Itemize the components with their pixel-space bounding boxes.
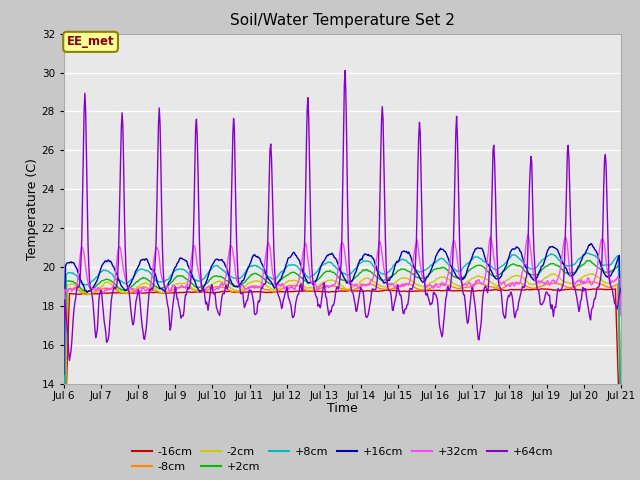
+32cm [184, 278, 192, 284]
-2cm [617, 416, 625, 422]
+32cm [617, 313, 625, 319]
Line: +64cm: +64cm [64, 71, 621, 374]
-2cm [549, 271, 557, 277]
+64cm [341, 68, 349, 73]
-8cm [426, 285, 434, 291]
+16cm [588, 241, 595, 247]
+32cm [70, 285, 78, 290]
-2cm [60, 468, 68, 474]
-16cm [70, 291, 78, 297]
-16cm [410, 288, 418, 294]
-16cm [538, 286, 546, 292]
-8cm [214, 284, 221, 289]
X-axis label: Time: Time [327, 402, 358, 415]
Title: Soil/Water Temperature Set 2: Soil/Water Temperature Set 2 [230, 13, 455, 28]
Line: -2cm: -2cm [64, 274, 621, 471]
+16cm [70, 260, 78, 266]
+16cm [184, 263, 192, 268]
-8cm [127, 290, 135, 296]
+8cm [184, 270, 192, 276]
Legend: -16cm, -8cm, -2cm, +2cm, +8cm, +16cm, +32cm, +64cm: -16cm, -8cm, -2cm, +2cm, +8cm, +16cm, +3… [127, 442, 557, 477]
Line: -8cm: -8cm [64, 282, 621, 473]
+8cm [127, 276, 135, 282]
Line: +16cm: +16cm [64, 244, 621, 296]
+2cm [426, 270, 434, 276]
-16cm [617, 457, 625, 463]
+32cm [524, 232, 532, 238]
+16cm [60, 293, 68, 300]
+64cm [184, 284, 192, 290]
Text: EE_met: EE_met [67, 36, 115, 48]
+2cm [617, 430, 625, 435]
+64cm [617, 286, 625, 291]
+2cm [184, 277, 192, 283]
+32cm [410, 251, 418, 257]
-2cm [184, 282, 192, 288]
-16cm [426, 288, 434, 293]
-2cm [127, 288, 135, 293]
+32cm [214, 286, 221, 291]
Y-axis label: Temperature (C): Temperature (C) [26, 158, 39, 260]
Line: -16cm: -16cm [64, 289, 621, 462]
-8cm [184, 285, 192, 290]
Line: +2cm: +2cm [64, 261, 621, 443]
+64cm [70, 305, 78, 311]
+16cm [127, 279, 135, 285]
-2cm [214, 279, 221, 285]
+16cm [426, 269, 434, 275]
+8cm [410, 265, 418, 271]
+2cm [60, 440, 68, 445]
+8cm [617, 424, 625, 430]
+8cm [214, 263, 221, 268]
+2cm [70, 279, 78, 285]
+32cm [60, 313, 68, 319]
+8cm [70, 271, 78, 277]
+64cm [60, 372, 68, 377]
+64cm [127, 312, 135, 318]
-8cm [589, 279, 596, 285]
+8cm [426, 263, 434, 269]
+2cm [127, 284, 135, 289]
+2cm [586, 258, 594, 264]
-8cm [70, 287, 78, 292]
-16cm [184, 289, 192, 295]
+64cm [428, 300, 435, 306]
-2cm [70, 282, 78, 288]
-8cm [60, 470, 68, 476]
Line: +32cm: +32cm [64, 235, 621, 316]
+16cm [617, 293, 625, 300]
+8cm [583, 250, 591, 256]
+8cm [60, 436, 68, 442]
-2cm [426, 280, 434, 286]
+16cm [214, 256, 221, 262]
-8cm [410, 284, 418, 290]
+2cm [214, 273, 221, 279]
-16cm [214, 289, 221, 295]
+32cm [127, 287, 135, 292]
+16cm [410, 264, 418, 270]
+64cm [411, 272, 419, 277]
+2cm [410, 272, 418, 278]
+64cm [214, 307, 221, 312]
Line: +8cm: +8cm [64, 253, 621, 439]
+32cm [426, 282, 434, 288]
-8cm [617, 430, 625, 435]
-2cm [410, 280, 418, 286]
-16cm [60, 459, 68, 465]
-16cm [127, 290, 135, 296]
